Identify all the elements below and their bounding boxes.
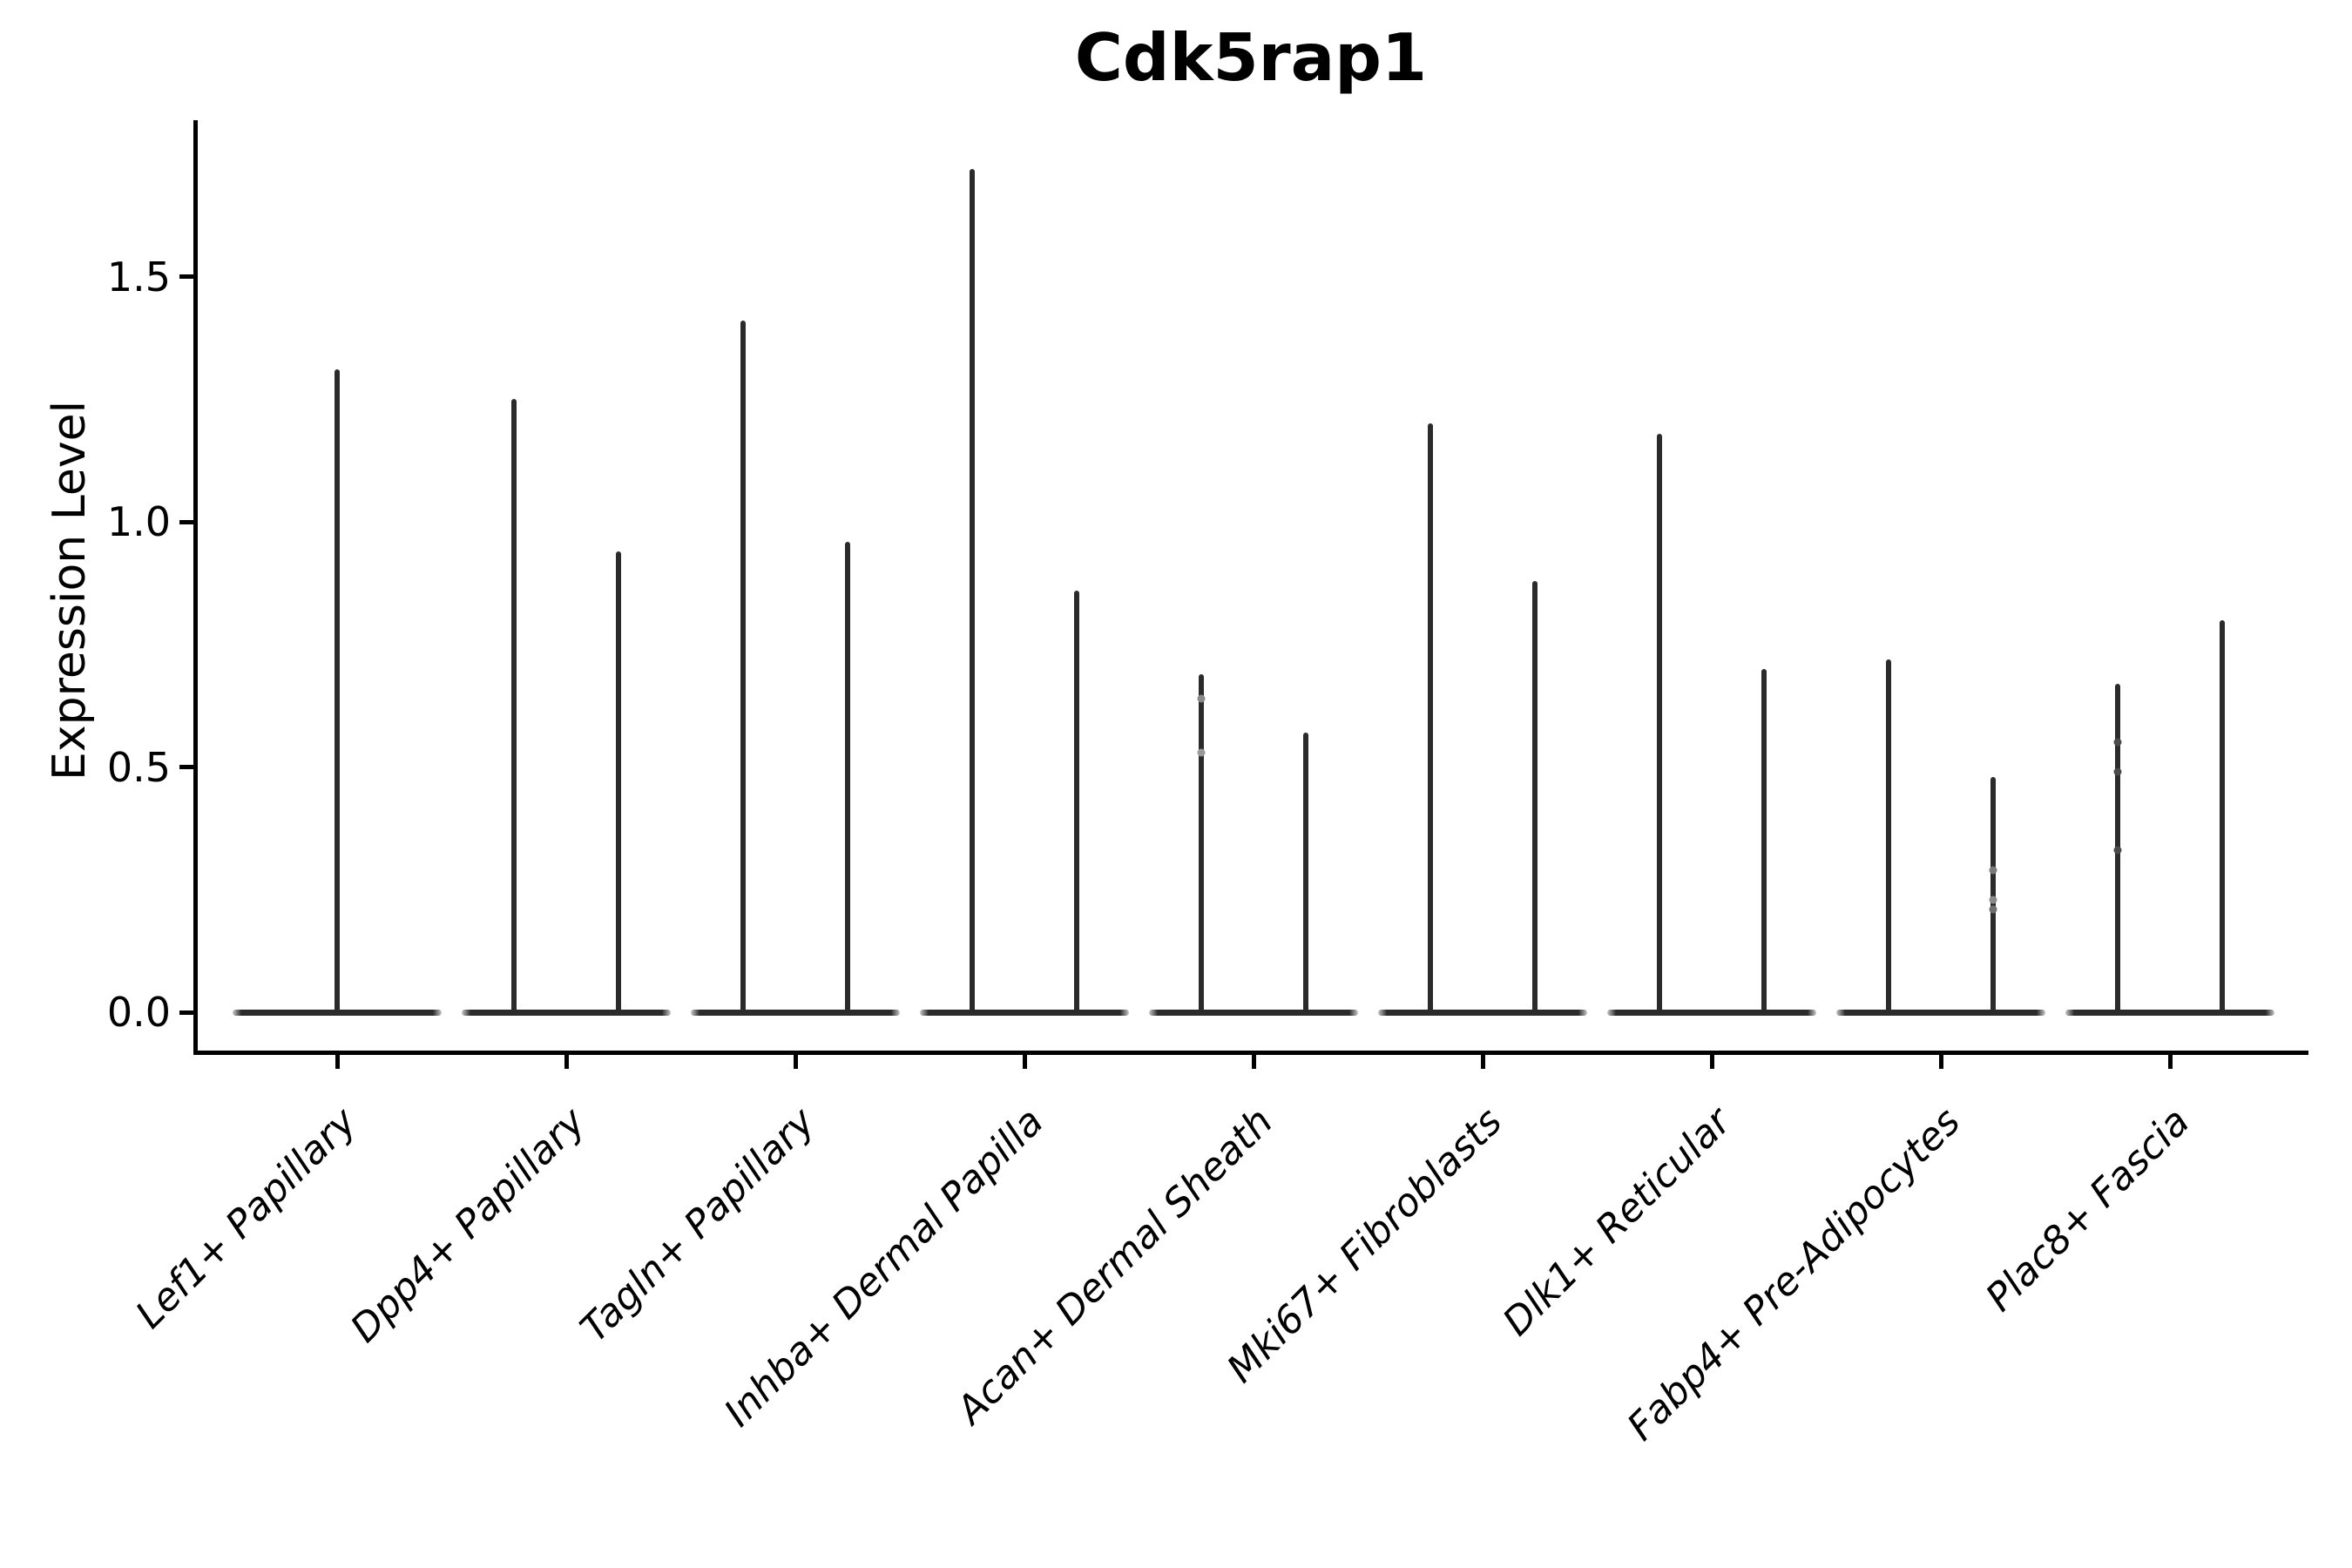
x-tick [1480,1055,1485,1069]
x-tick-label: Dpp4+ Papillary [342,1099,595,1352]
x-tick [1022,1055,1027,1069]
violin-spike [740,321,746,1015]
y-tick [179,765,193,769]
x-tick-label: Plac8+ Fascia [1977,1099,2199,1321]
x-tick [1938,1055,1943,1069]
y-tick [179,1010,193,1015]
y-axis-label: Expression Level [44,400,96,781]
jitter-point [2113,846,2121,855]
jitter-point [2113,738,2121,747]
violin-spike [335,369,340,1015]
y-tick-label: 1.5 [106,253,171,301]
y-tick-label: 0.5 [106,743,171,791]
violin-baseline [462,1009,671,1016]
y-tick-label: 0.0 [106,989,171,1036]
violin-spike [969,168,975,1015]
violin-spike [616,551,622,1015]
y-axis-spine [193,120,198,1055]
violin-baseline [1149,1009,1358,1016]
x-tick [793,1055,798,1069]
jitter-point [1989,905,1997,914]
violin-baseline [1378,1009,1587,1016]
violin-spike [1761,668,1767,1015]
x-tick-label: Lef1+ Papillary [127,1099,366,1338]
x-tick [335,1055,340,1069]
violin-spike [1198,673,1204,1015]
x-tick-label: Tagln+ Papillary [571,1099,824,1351]
violin-spike [1074,590,1080,1015]
x-tick [564,1055,569,1069]
violin-baseline [920,1009,1129,1016]
violin-spike [2220,619,2226,1015]
violin-spike [1885,659,1891,1015]
x-tick [1709,1055,1714,1069]
jitter-point [1197,748,1205,757]
y-tick [179,519,193,524]
jitter-point [2113,767,2121,776]
violin-spike [1532,580,1538,1015]
violin-baseline [1607,1009,1816,1016]
chart-title: Cdk5rap1 [1074,19,1428,96]
violin-spike [845,541,851,1015]
violin-baseline [2065,1009,2274,1016]
violin-baseline [1836,1009,2045,1016]
violin-spike [1427,423,1433,1015]
x-axis-spine [193,1051,2308,1055]
x-tick [1251,1055,1256,1069]
violin-spike [1656,433,1662,1015]
violin-spike [510,399,517,1015]
x-tick [2167,1055,2173,1069]
jitter-point [1989,866,1997,875]
y-tick-label: 1.0 [106,498,171,545]
violin-baseline [691,1009,900,1016]
y-tick [179,274,193,279]
jitter-point [1989,896,1997,903]
jitter-point [1197,694,1205,703]
x-tick-label: Dlk1+ Reticular [1494,1099,1740,1345]
violin-spike [1303,733,1309,1015]
